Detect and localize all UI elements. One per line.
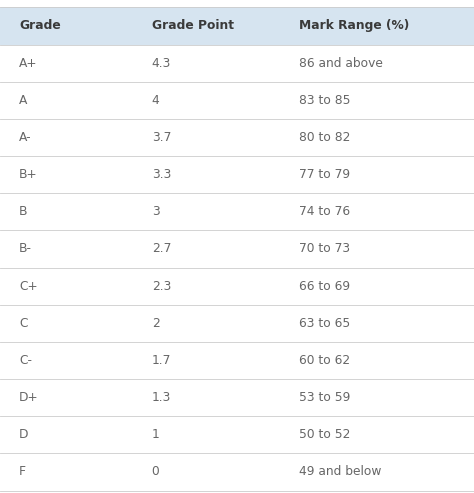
Text: A: A	[19, 94, 27, 107]
Text: B: B	[19, 205, 27, 218]
Text: 3: 3	[152, 205, 159, 218]
Bar	[0, 7, 474, 44]
Text: 3.3: 3.3	[152, 168, 171, 181]
Text: 1.3: 1.3	[152, 391, 171, 404]
Bar	[0, 268, 474, 305]
Text: A+: A+	[19, 57, 37, 70]
Bar	[0, 305, 474, 342]
Text: 80 to 82: 80 to 82	[299, 131, 350, 144]
Text: Grade Point: Grade Point	[152, 20, 234, 33]
Text: 1: 1	[152, 428, 159, 441]
Text: 4.3: 4.3	[152, 57, 171, 70]
Text: Mark Range (%): Mark Range (%)	[299, 20, 409, 33]
Bar	[0, 230, 474, 268]
Text: 74 to 76: 74 to 76	[299, 205, 350, 218]
Text: 77 to 79: 77 to 79	[299, 168, 350, 181]
Text: A-: A-	[19, 131, 32, 144]
Text: 53 to 59: 53 to 59	[299, 391, 350, 404]
Bar	[0, 119, 474, 156]
Text: C: C	[19, 317, 27, 330]
Bar	[0, 193, 474, 230]
Text: 60 to 62: 60 to 62	[299, 354, 350, 367]
Text: 86 and above: 86 and above	[299, 57, 383, 70]
Text: 0: 0	[152, 465, 159, 478]
Text: B+: B+	[19, 168, 37, 181]
Text: 2.7: 2.7	[152, 243, 171, 255]
Bar	[0, 82, 474, 119]
Text: 66 to 69: 66 to 69	[299, 280, 350, 293]
Text: 2: 2	[152, 317, 159, 330]
Bar	[0, 156, 474, 193]
Bar	[0, 416, 474, 454]
Text: 63 to 65: 63 to 65	[299, 317, 350, 330]
Text: 50 to 52: 50 to 52	[299, 428, 350, 441]
Text: 49 and below: 49 and below	[299, 465, 381, 478]
Text: F: F	[19, 465, 26, 478]
Text: 1.7: 1.7	[152, 354, 171, 367]
Text: D: D	[19, 428, 28, 441]
Bar	[0, 44, 474, 82]
Text: B-: B-	[19, 243, 32, 255]
Bar	[0, 342, 474, 379]
Text: 83 to 85: 83 to 85	[299, 94, 350, 107]
Text: 2.3: 2.3	[152, 280, 171, 293]
Bar	[0, 379, 474, 416]
Text: C+: C+	[19, 280, 37, 293]
Text: Grade: Grade	[19, 20, 61, 33]
Text: D+: D+	[19, 391, 38, 404]
Text: 3.7: 3.7	[152, 131, 171, 144]
Bar	[0, 454, 474, 491]
Text: C-: C-	[19, 354, 32, 367]
Text: 70 to 73: 70 to 73	[299, 243, 350, 255]
Text: 4: 4	[152, 94, 159, 107]
